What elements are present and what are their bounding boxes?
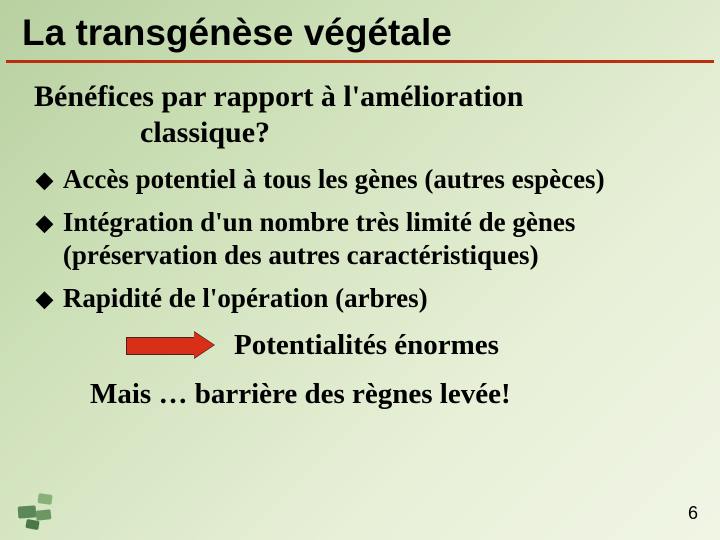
bullet-item: ◆ Rapidité de l'opération (arbres)	[36, 282, 698, 315]
bullet-text: Rapidité de l'opération (arbres)	[63, 282, 698, 315]
subtitle-line1: Bénéfices par rapport à l'amélioration	[34, 80, 523, 113]
potentials-row: Potentialités énormes	[0, 325, 720, 362]
diamond-bullet-icon: ◆	[36, 286, 53, 313]
bullet-text: Accès potentiel à tous les gènes (autres…	[63, 163, 698, 196]
page-number: 6	[688, 503, 698, 524]
arrow-right-icon	[126, 332, 216, 358]
slide-subtitle: Bénéfices par rapport à l'amélioration c…	[0, 63, 720, 151]
subtitle-line2: classique?	[34, 115, 720, 151]
diamond-bullet-icon: ◆	[36, 210, 53, 237]
barrier-text: Mais … barrière des règnes levée!	[0, 362, 720, 411]
bullet-item: ◆ Accès potentiel à tous les gènes (autr…	[36, 163, 698, 196]
bullet-text: Intégration d'un nombre très limité de g…	[63, 206, 698, 272]
diamond-bullet-icon: ◆	[36, 167, 53, 194]
bullet-item: ◆ Intégration d'un nombre très limité de…	[36, 206, 698, 272]
clover-icon	[14, 488, 64, 532]
bullet-list: ◆ Accès potentiel à tous les gènes (autr…	[0, 151, 720, 315]
potentials-text: Potentialités énormes	[234, 329, 499, 362]
slide-title: La transgénèse végétale	[0, 0, 720, 60]
